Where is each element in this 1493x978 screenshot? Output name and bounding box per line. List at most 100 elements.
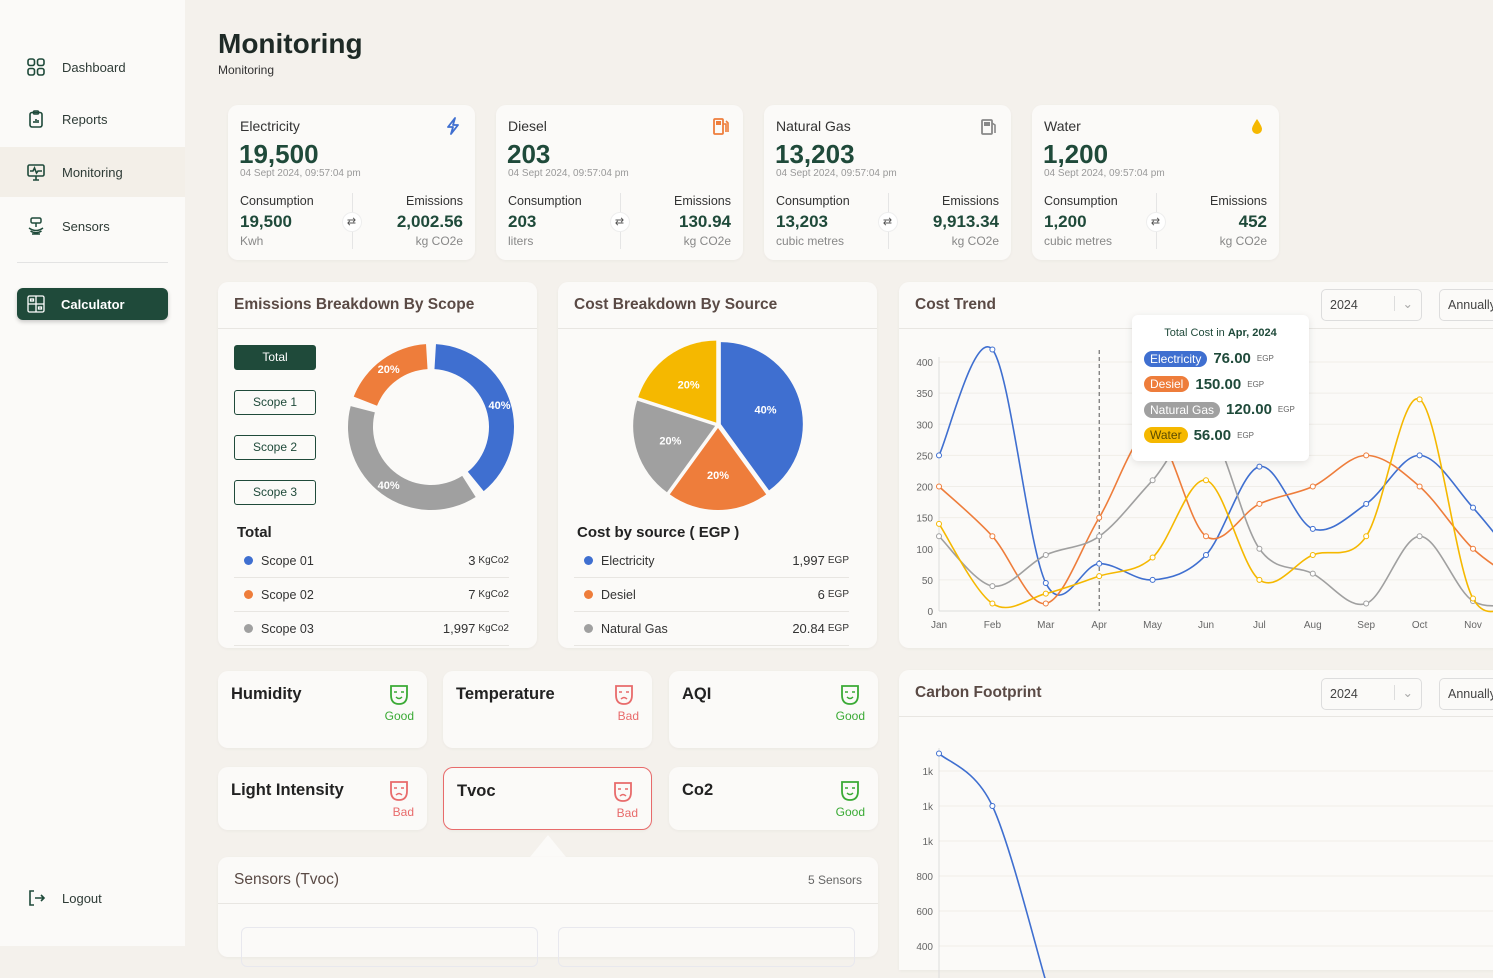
pie-slice-scope-01[interactable] xyxy=(434,344,514,491)
data-point[interactable] xyxy=(1417,484,1422,489)
data-point[interactable] xyxy=(990,534,995,539)
data-point[interactable] xyxy=(1257,546,1262,551)
data-point[interactable] xyxy=(1150,577,1155,582)
sensor-status: Bad xyxy=(617,806,638,820)
consumption-label: Consumption xyxy=(508,194,582,208)
sensor-card-aqi[interactable]: AQI Good xyxy=(669,671,878,748)
data-point[interactable] xyxy=(990,804,995,809)
data-point[interactable] xyxy=(1043,552,1048,557)
data-point[interactable] xyxy=(1471,596,1476,601)
y-tick-label: 150 xyxy=(916,514,933,525)
data-point[interactable] xyxy=(1097,574,1102,579)
data-point[interactable] xyxy=(1310,552,1315,557)
utility-card-diesel[interactable]: Diesel 203 04 Sept 2024, 09:57:04 pm Con… xyxy=(496,105,743,260)
data-point[interactable] xyxy=(1043,591,1048,596)
sensor-card-light-intensity[interactable]: Light Intensity Bad xyxy=(218,767,427,830)
scope-button-3[interactable]: Scope 3 xyxy=(234,480,316,505)
data-point[interactable] xyxy=(1204,552,1209,557)
consumption-value: 19,500 xyxy=(240,212,292,232)
data-point[interactable] xyxy=(1204,478,1209,483)
data-point[interactable] xyxy=(1043,580,1048,585)
data-point[interactable] xyxy=(1364,501,1369,506)
period-select[interactable]: Annually xyxy=(1439,678,1493,710)
data-point[interactable] xyxy=(1417,453,1422,458)
data-point[interactable] xyxy=(1097,561,1102,566)
data-point[interactable] xyxy=(937,453,942,458)
consumption-label: Consumption xyxy=(240,194,314,208)
utility-card-natural-gas[interactable]: Natural Gas 13,203 04 Sept 2024, 09:57:0… xyxy=(764,105,1011,260)
timestamp: 04 Sept 2024, 09:57:04 pm xyxy=(240,168,361,179)
sensor-item[interactable] xyxy=(558,927,855,967)
swap-icon[interactable]: ⇄ xyxy=(342,212,362,232)
utility-card-electricity[interactable]: Electricity 19,500 04 Sept 2024, 09:57:0… xyxy=(228,105,475,260)
emissions-unit: kg CO2e xyxy=(1220,234,1267,248)
data-point[interactable] xyxy=(1257,501,1262,506)
pie-slice-scope-03[interactable] xyxy=(348,406,476,510)
data-point[interactable] xyxy=(1417,397,1422,402)
data-point[interactable] xyxy=(937,534,942,539)
slice-label: 40% xyxy=(755,405,777,417)
data-point[interactable] xyxy=(1097,534,1102,539)
data-point[interactable] xyxy=(937,521,942,526)
sensor-card-temperature[interactable]: Temperature Bad xyxy=(443,671,652,748)
data-point[interactable] xyxy=(1310,484,1315,489)
scope-button-2[interactable]: Scope 2 xyxy=(234,435,316,460)
data-point[interactable] xyxy=(990,584,995,589)
emissions-value: 130.94 xyxy=(679,212,731,232)
legend-dot xyxy=(244,624,253,633)
data-point[interactable] xyxy=(1310,571,1315,576)
data-point[interactable] xyxy=(990,601,995,606)
calculator-button[interactable]: Calculator xyxy=(17,288,168,320)
data-point[interactable] xyxy=(1364,453,1369,458)
sensor-card-tvoc[interactable]: Tvoc Bad xyxy=(443,767,652,830)
emissions-value: 2,002.56 xyxy=(397,212,463,232)
swap-icon[interactable]: ⇄ xyxy=(1146,212,1166,232)
utility-card-water[interactable]: Water 1,200 04 Sept 2024, 09:57:04 pm Co… xyxy=(1032,105,1279,260)
legend-dot xyxy=(584,590,593,599)
data-point[interactable] xyxy=(937,484,942,489)
sensor-card-humidity[interactable]: Humidity Good xyxy=(218,671,427,748)
year-select[interactable]: 2024⌄ xyxy=(1321,678,1422,710)
data-point[interactable] xyxy=(1150,555,1155,560)
data-point[interactable] xyxy=(1364,601,1369,606)
data-point[interactable] xyxy=(1097,515,1102,520)
data-point[interactable] xyxy=(990,347,995,352)
data-point[interactable] xyxy=(937,751,942,756)
tooltip-value: 120.00 xyxy=(1226,401,1272,418)
sensor-item[interactable] xyxy=(241,927,538,967)
sidebar-item-reports[interactable]: Reports xyxy=(0,94,185,144)
data-point[interactable] xyxy=(1364,534,1369,539)
scope-button-total[interactable]: Total xyxy=(234,345,316,370)
data-point[interactable] xyxy=(1043,601,1048,606)
legend-value: 1,997 xyxy=(443,621,476,636)
data-point[interactable] xyxy=(1257,577,1262,582)
legend-label: Natural Gas xyxy=(601,622,668,636)
swap-icon[interactable]: ⇄ xyxy=(878,212,898,232)
panel-title: Cost Breakdown By Source xyxy=(574,296,777,314)
period-select[interactable]: Annually xyxy=(1439,289,1493,321)
sidebar-item-dashboard[interactable]: Dashboard xyxy=(0,42,185,92)
logout-button[interactable]: Logout xyxy=(0,873,185,923)
y-tick-label: 250 xyxy=(916,451,933,462)
sidebar: Dashboard Reports Monitoring Sensors Cal… xyxy=(0,0,185,946)
data-point[interactable] xyxy=(1150,478,1155,483)
scope-button-1[interactable]: Scope 1 xyxy=(234,390,316,415)
data-point[interactable] xyxy=(1471,546,1476,551)
data-point[interactable] xyxy=(1257,464,1262,469)
data-point[interactable] xyxy=(1204,534,1209,539)
sensor-name: Temperature xyxy=(456,685,555,704)
chevron-down-icon: ⌄ xyxy=(1394,685,1413,700)
sensor-card-co2[interactable]: Co2 Good xyxy=(669,767,878,830)
data-point[interactable] xyxy=(1471,505,1476,510)
year-select[interactable]: 2024⌄ xyxy=(1321,289,1422,321)
sidebar-item-monitoring[interactable]: Monitoring xyxy=(0,147,185,197)
sidebar-item-sensors[interactable]: Sensors xyxy=(0,201,185,251)
data-point[interactable] xyxy=(1417,534,1422,539)
data-point[interactable] xyxy=(1310,526,1315,531)
y-tick-label: 400 xyxy=(916,942,933,953)
swap-icon[interactable]: ⇄ xyxy=(610,212,630,232)
